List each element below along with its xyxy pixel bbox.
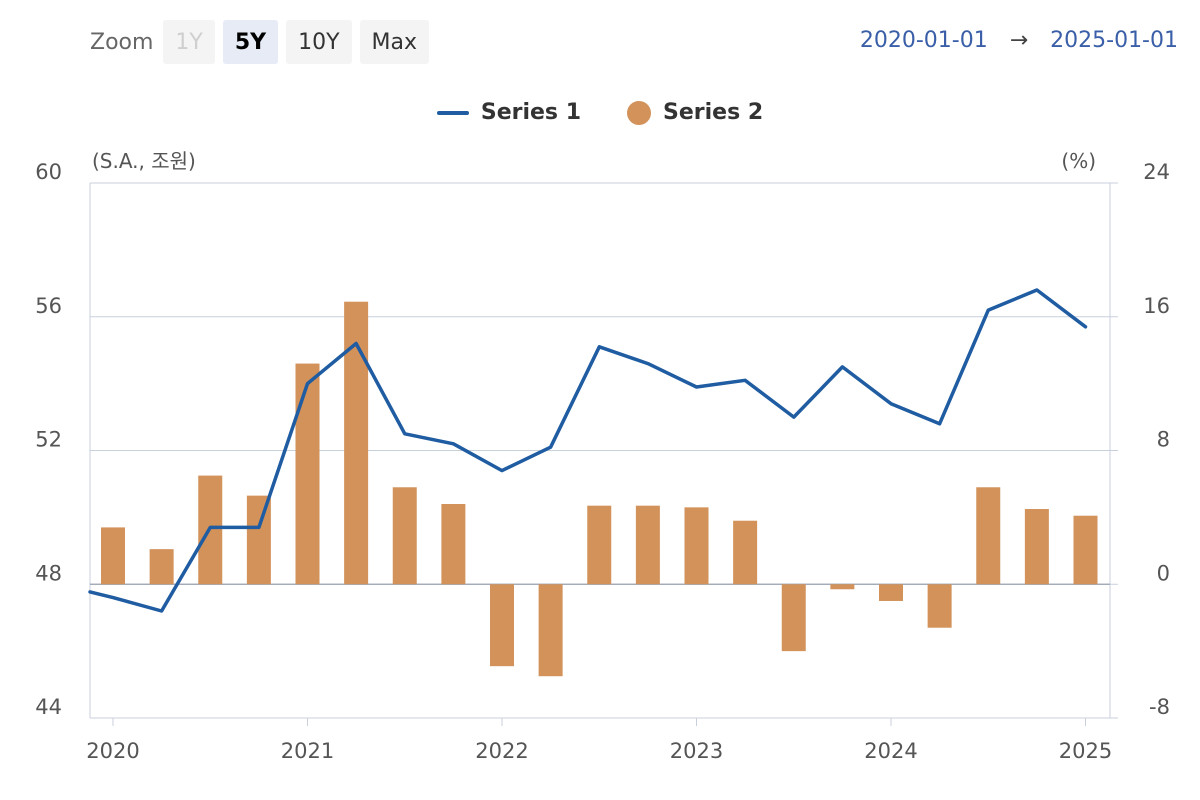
left-axis-tick-label: 52 <box>35 428 62 452</box>
date-range: 2020-01-01 → 2025-01-01 <box>860 28 1178 53</box>
range-from-input[interactable]: 2020-01-01 <box>859 28 988 53</box>
x-axis-tick-label: 2025 <box>1059 739 1112 763</box>
bar-series-2[interactable] <box>490 584 514 667</box>
right-axis-tick-label: 16 <box>1143 294 1170 318</box>
left-axis-tick-label: 60 <box>35 160 62 184</box>
left-axis-tick-label: 56 <box>35 294 62 318</box>
zoom-label: Zoom <box>90 29 154 55</box>
zoom-toolbar: Zoom 1Y 5Y 10Y Max <box>90 20 430 64</box>
bar-series-2[interactable] <box>149 549 174 585</box>
range-arrow: → <box>1009 28 1029 53</box>
bar-series-2[interactable] <box>635 505 660 585</box>
left-axis-tick-label: 44 <box>35 695 62 719</box>
legend-line-symbol <box>436 110 469 115</box>
bar-series-2[interactable] <box>1073 515 1098 585</box>
legend-item-series-1[interactable]: Series 1 <box>436 100 581 125</box>
right-axis-tick-label: 8 <box>1157 428 1170 452</box>
chart-legend: Series 1 Series 2 <box>0 100 1200 125</box>
x-axis-tick-label: 2024 <box>864 739 917 763</box>
x-axis-tick-label: 2023 <box>670 739 723 763</box>
bar-series-2[interactable] <box>976 487 1001 585</box>
legend-item-series-2[interactable]: Series 2 <box>627 100 763 125</box>
bar-series-2[interactable] <box>295 363 320 585</box>
line-series-1[interactable] <box>88 288 1088 613</box>
left-axis-unit: (S.A., 조원) <box>92 149 196 173</box>
bar-series-2[interactable] <box>1024 509 1049 585</box>
bar-series-2[interactable] <box>101 527 125 585</box>
bar-series-2[interactable] <box>392 487 417 585</box>
zoom-5y-button[interactable]: 5Y <box>222 20 279 64</box>
right-axis-tick-label: 0 <box>1157 561 1170 585</box>
legend-dot-symbol <box>627 100 651 125</box>
bar-series-2[interactable] <box>781 584 806 652</box>
bar-series-2[interactable] <box>587 505 612 585</box>
right-axis-tick-label: -8 <box>1149 695 1170 719</box>
bar-series-2[interactable] <box>441 504 466 585</box>
zoom-1y-button[interactable]: 1Y <box>163 20 215 64</box>
zoom-10y-button[interactable]: 10Y <box>286 20 352 64</box>
bar-series-2[interactable] <box>684 507 709 585</box>
x-axis-tick-label: 2022 <box>475 739 528 763</box>
x-axis-tick-label: 2021 <box>281 739 334 763</box>
bar-series-2[interactable] <box>538 584 563 677</box>
bar-series-2[interactable] <box>830 584 855 590</box>
bar-series-2[interactable] <box>879 584 903 601</box>
right-axis-unit: (%) <box>1061 149 1096 173</box>
bar-series-2[interactable] <box>927 584 952 628</box>
right-axis-tick-label: 24 <box>1143 160 1170 184</box>
zoom-max-button[interactable]: Max <box>359 20 430 64</box>
range-to-input[interactable]: 2025-01-01 <box>1050 28 1178 53</box>
left-axis-tick-label: 48 <box>35 561 62 585</box>
legend-label-series-1: Series 1 <box>480 100 581 125</box>
x-axis-tick-label: 2020 <box>86 739 139 763</box>
bar-series-2[interactable] <box>246 495 271 585</box>
bar-series-2[interactable] <box>733 520 758 585</box>
legend-label-series-2: Series 2 <box>663 100 764 125</box>
